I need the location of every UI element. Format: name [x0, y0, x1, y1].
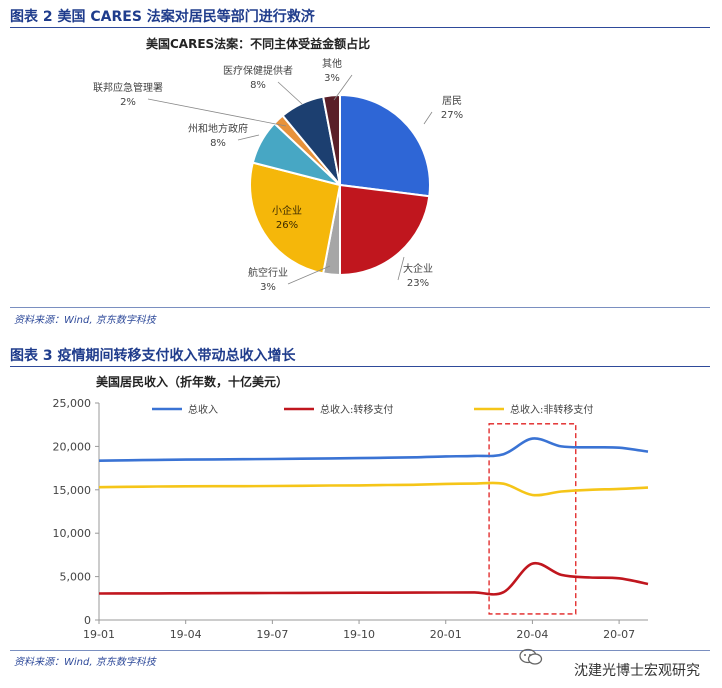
pie-slice-1 [339, 183, 431, 277]
x-tick-label-6: 20-07 [603, 628, 635, 641]
legend-label-2: 总收入:非转移支付 [510, 403, 593, 416]
pie-leader-line-1 [397, 256, 405, 281]
pie-leader-line-0 [423, 111, 433, 125]
figure2-top-rule [10, 27, 710, 28]
legend-label-1: 总收入:转移支付 [320, 403, 393, 416]
pie-slice-0 [339, 93, 431, 198]
figure2-caption: 图表 2 美国 CARES 法案对居民等部门进行救济 [10, 9, 315, 25]
wechat-icon [519, 648, 543, 665]
series-line-1 [98, 561, 649, 596]
figure3-bottom-rule [10, 650, 710, 651]
figure2-bottom-rule [10, 307, 710, 308]
y-tick-label-5: 25,000 [53, 397, 92, 410]
legend-label-0: 总收入 [188, 403, 218, 416]
highlight-box [488, 423, 577, 615]
series-line-0 [98, 437, 649, 462]
pie-percent-3: 26% [276, 220, 298, 231]
pie-chart: 居民 27% 大企业 23% 航空行业 3% 小企业 26% 州和地方政府 8% 联邦应急管理署 2%… [93, 57, 463, 293]
line-chart: 0 5,000 10,000 15,000 20,000 25,000 19-01 19-04… [53, 397, 649, 641]
x-tick-label-5: 20-04 [516, 628, 548, 641]
pie-leader-line-6 [277, 81, 303, 105]
pie-slice-7 [321, 93, 341, 186]
y-tick-label-4: 20,000 [53, 440, 92, 453]
figure2-source: 资料来源：Wind, 京东数字科技 [14, 315, 156, 326]
pie-label-3: 小企业 [272, 204, 302, 217]
pie-leader-line-7 [333, 74, 353, 101]
pie-percent-7: 3% [324, 73, 340, 84]
x-tick-label-1: 19-04 [170, 628, 202, 641]
figure3-top-rule [10, 366, 710, 367]
y-tick-label-2: 10,000 [53, 527, 92, 540]
y-tick-label-3: 15,000 [53, 484, 92, 497]
pie-label-5: 联邦应急管理署 [93, 81, 163, 94]
pie-label-4: 州和地方政府 [188, 122, 248, 135]
pie-percent-0: 27% [441, 110, 463, 121]
pie-label-1: 大企业 [403, 262, 433, 275]
line-chart-title: 美国居民收入（折年数，十亿美元） [96, 375, 289, 389]
pie-percent-2: 3% [260, 282, 276, 293]
figure3-source: 资料来源：Wind, 京东数字科技 [14, 657, 156, 668]
pie-percent-6: 8% [250, 80, 266, 91]
pie-chart-title: 美国CARES法案：不同主体受益金额占比 [146, 37, 371, 51]
pie-slice-3 [249, 161, 342, 275]
pie-leader-line-2 [287, 265, 331, 285]
series-line-2 [98, 481, 649, 497]
pie-percent-4: 8% [210, 138, 226, 149]
pie-leader-line-4 [237, 134, 260, 141]
x-tick-label-4: 20-01 [430, 628, 462, 641]
x-tick-label-0: 19-01 [83, 628, 115, 641]
x-tick-label-3: 19-10 [343, 628, 375, 641]
pie-percent-1: 23% [407, 278, 429, 289]
pie-percent-5: 2% [120, 97, 136, 108]
y-tick-label-1: 5,000 [60, 571, 92, 584]
y-tick-label-0: 0 [84, 614, 91, 627]
pie-label-0: 居民 [442, 95, 462, 107]
x-tick-label-2: 19-07 [256, 628, 288, 641]
pie-leader-line-5 [147, 98, 287, 127]
watermark-text: 沈建光博士宏观研究 [574, 663, 700, 679]
pie-label-7: 其他 [322, 57, 342, 70]
pie-label-2: 航空行业 [248, 266, 288, 279]
pie-label-6: 医疗保健提供者 [223, 64, 293, 77]
figure3-caption: 图表 3 疫情期间转移支付收入带动总收入增长 [10, 348, 296, 364]
